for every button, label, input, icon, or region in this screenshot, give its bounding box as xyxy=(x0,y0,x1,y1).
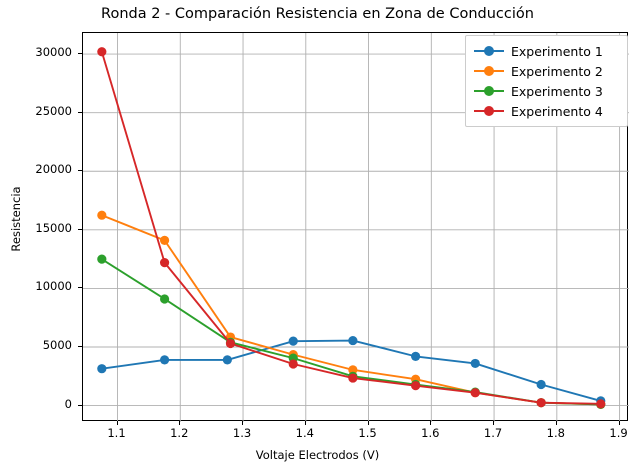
legend: Experimento 1 Experimento 2 Experimento 3 E… xyxy=(465,35,628,127)
x-tick-mark xyxy=(493,421,495,425)
legend-marker-dot xyxy=(484,66,494,76)
y-tick-mark xyxy=(78,111,82,113)
x-tick-mark xyxy=(618,421,620,425)
x-axis-label: Voltaje Electrodos (V) xyxy=(255,448,380,462)
data-point xyxy=(159,235,170,245)
y-tick-label: 15000 xyxy=(35,220,72,235)
legend-marker-dot xyxy=(484,106,494,116)
legend-item-3[interactable]: Experimento 3 xyxy=(474,81,619,101)
data-point xyxy=(596,399,606,409)
legend-marker-dot xyxy=(484,86,494,96)
legend-swatch-icon xyxy=(474,64,504,78)
x-tick-mark xyxy=(430,421,432,425)
data-point xyxy=(225,338,236,349)
data-point xyxy=(97,210,107,220)
y-tick-mark xyxy=(78,228,82,230)
data-point xyxy=(97,364,107,374)
x-tick-label: 1.7 xyxy=(483,426,503,440)
x-tick-label: 1.2 xyxy=(170,426,189,440)
legend-item-1[interactable]: Experimento 1 xyxy=(474,41,619,61)
y-tick-mark xyxy=(78,346,82,347)
data-point xyxy=(222,355,232,365)
series-line-3 xyxy=(100,258,602,406)
x-tick-mark xyxy=(242,421,244,425)
data-point xyxy=(348,373,358,383)
x-tick-mark xyxy=(367,421,369,425)
data-point xyxy=(536,379,546,390)
data-point xyxy=(159,294,170,304)
x-tick-mark xyxy=(179,421,181,425)
page-title: Ronda 2 - Comparación Resistencia en Zon… xyxy=(101,6,534,22)
x-tick-label: 1.3 xyxy=(232,426,252,440)
legend-label: Experimento 4 xyxy=(511,103,603,119)
y-tick-label: 0 xyxy=(64,396,72,411)
data-point xyxy=(97,254,107,264)
data-point xyxy=(288,336,298,346)
y-tick-mark xyxy=(78,53,82,55)
data-point xyxy=(470,388,480,398)
x-tick-mark xyxy=(555,421,557,425)
data-point xyxy=(411,381,421,391)
data-point xyxy=(348,365,358,375)
legend-swatch-icon xyxy=(474,84,504,98)
data-point xyxy=(288,359,298,369)
x-tick-label: 1.4 xyxy=(295,426,314,440)
data-point xyxy=(348,335,358,346)
legend-marker-dot xyxy=(484,46,494,56)
data-point xyxy=(159,258,170,268)
x-tick-label: 1.9 xyxy=(609,426,628,440)
y-tick-label: 25000 xyxy=(35,103,72,118)
legend-label: Experimento 3 xyxy=(511,83,603,99)
y-tick-mark xyxy=(78,287,82,289)
y-tick-label: 20000 xyxy=(35,162,72,177)
legend-swatch-icon xyxy=(474,104,504,118)
x-tick-label: 1.6 xyxy=(421,426,440,440)
y-axis-label: Resistencia xyxy=(9,186,23,252)
data-point xyxy=(470,358,480,369)
y-tick-label: 30000 xyxy=(35,45,72,60)
legend-item-4[interactable]: Experimento 4 xyxy=(474,101,619,121)
x-tick-label: 1.1 xyxy=(107,426,126,440)
data-point xyxy=(159,355,170,365)
y-tick-label: 10000 xyxy=(35,279,72,294)
y-tick-label: 5000 xyxy=(42,338,72,352)
x-tick-label: 1.5 xyxy=(358,426,377,440)
data-point xyxy=(536,398,546,408)
legend-item-2[interactable]: Experimento 2 xyxy=(474,61,619,81)
series-layer xyxy=(97,47,606,410)
x-tick-label: 1.8 xyxy=(546,426,565,440)
legend-swatch-icon xyxy=(474,44,504,58)
legend-label: Experimento 1 xyxy=(511,43,603,59)
y-tick-mark xyxy=(78,170,82,172)
data-point xyxy=(97,47,107,57)
x-tick-mark xyxy=(116,421,118,425)
legend-label: Experimento 2 xyxy=(511,63,603,79)
x-tick-mark xyxy=(304,421,306,425)
data-point xyxy=(411,351,421,361)
y-tick-mark xyxy=(78,404,82,406)
